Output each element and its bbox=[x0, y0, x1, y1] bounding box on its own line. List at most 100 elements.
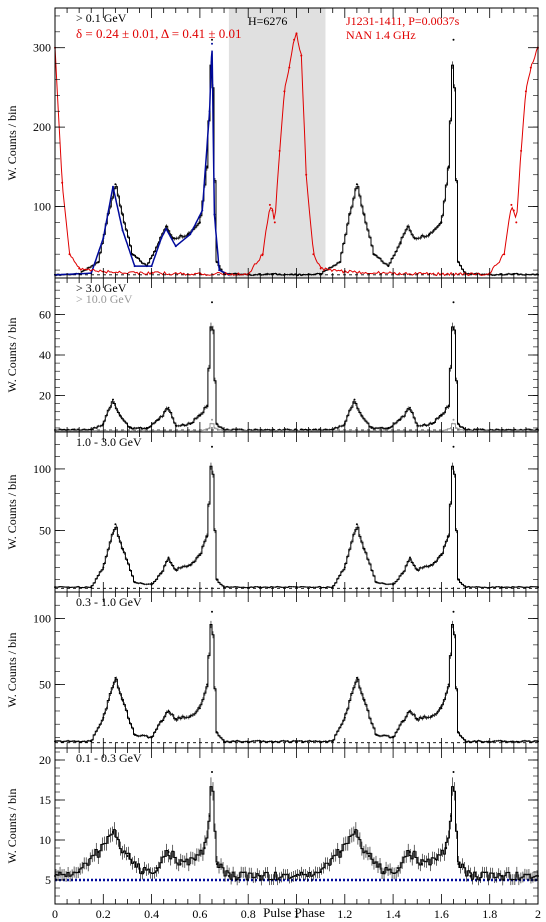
data-point-black-1.2 bbox=[349, 214, 351, 216]
data-point-blue-0.4 bbox=[151, 265, 153, 267]
data-point-black-0.6 bbox=[204, 847, 206, 849]
data-point-red-1.9 bbox=[510, 204, 512, 206]
data-point-black-1.4 bbox=[399, 419, 401, 421]
data-point-black-0.7 bbox=[216, 261, 218, 263]
data-point-black-0.4 bbox=[160, 573, 162, 575]
data-point-black-1.2 bbox=[339, 261, 341, 263]
data-point-black-1.7 bbox=[453, 611, 455, 613]
data-point-black-1.4 bbox=[387, 427, 389, 429]
data-point-black-1.3 bbox=[375, 581, 377, 583]
data-point-black-0.3 bbox=[114, 523, 116, 525]
x-tick-label: 0.6 bbox=[192, 907, 207, 921]
data-point-black-0.7 bbox=[211, 301, 213, 303]
data-point-red-0.9 bbox=[271, 210, 273, 212]
data-point-black-0.6 bbox=[206, 536, 208, 538]
data-point-black-1.9 bbox=[501, 875, 503, 877]
data-point-black-0.7 bbox=[216, 731, 218, 733]
data-point-red-0 bbox=[61, 182, 63, 184]
y-axis-label: W. Counts / bin bbox=[5, 475, 19, 550]
data-point-black-0.3 bbox=[134, 581, 136, 583]
data-point-black-1.5 bbox=[416, 425, 418, 427]
data-point-black-0.5 bbox=[175, 569, 177, 571]
data-point-black-1.4 bbox=[399, 241, 401, 243]
data-point-red-2 bbox=[525, 90, 527, 92]
x-tick-label: 1.8 bbox=[482, 907, 497, 921]
x-tick-label: 0 bbox=[52, 907, 58, 921]
data-point-black-1.2 bbox=[354, 399, 356, 401]
data-point-red-1 bbox=[296, 32, 298, 34]
data-point-black-1.6 bbox=[448, 684, 450, 686]
data-point-red-1.1 bbox=[312, 253, 314, 255]
data-point-black-1.7 bbox=[457, 731, 459, 733]
data-point-gray-1.7 bbox=[453, 419, 455, 421]
data-point-black-0.9 bbox=[259, 740, 261, 742]
data-point-black-0.6 bbox=[199, 554, 201, 556]
data-point-black-0.6 bbox=[209, 815, 211, 817]
y-tick-label: 300 bbox=[33, 41, 51, 55]
energy-label: 0.1 - 0.3 GeV bbox=[76, 751, 142, 765]
data-point-red-0.1 bbox=[69, 253, 71, 255]
energy-label: 1.0 - 3.0 GeV bbox=[76, 435, 142, 449]
energy-label: > 0.1 GeV bbox=[76, 11, 127, 25]
data-point-black-0.3 bbox=[122, 214, 124, 216]
data-point-black-0.6 bbox=[189, 564, 191, 566]
x-tick-label: 0.4 bbox=[144, 907, 159, 921]
data-point-black-1.6 bbox=[445, 847, 447, 849]
data-point-black-0.5 bbox=[175, 425, 177, 427]
energy-label: 0.3 - 1.0 GeV bbox=[76, 595, 142, 609]
data-point-blue-0.2 bbox=[112, 186, 114, 188]
data-point-red-1.9 bbox=[520, 150, 522, 152]
data-point-red-0.9 bbox=[269, 204, 271, 206]
data-point-black-1.2 bbox=[339, 851, 341, 853]
data-point-black-0.7 bbox=[216, 579, 218, 581]
data-point-black-0.6 bbox=[206, 684, 208, 686]
data-point-black-1.3 bbox=[373, 253, 375, 255]
data-point-black-0.6 bbox=[199, 707, 201, 709]
data-point-black-0.6 bbox=[206, 405, 208, 407]
data-point-black-1.6 bbox=[448, 166, 450, 168]
data-point-black-0.5 bbox=[168, 710, 170, 712]
data-point-black-1.3 bbox=[363, 548, 365, 550]
data-point-red-1 bbox=[288, 67, 290, 69]
y-tick-label: 10 bbox=[39, 833, 51, 847]
data-point-black-1 bbox=[296, 875, 298, 877]
data-point-black-0.5 bbox=[168, 407, 170, 409]
data-point-black-1.6 bbox=[440, 415, 442, 417]
data-point-black-0.2 bbox=[98, 851, 100, 853]
data-point-black-1.5 bbox=[414, 237, 416, 239]
y-tick-label: 5 bbox=[45, 873, 51, 887]
data-point-black-1.7 bbox=[457, 261, 459, 263]
data-point-red-1 bbox=[283, 90, 285, 92]
data-point-black-0.3 bbox=[114, 183, 116, 185]
data-point-red-2 bbox=[530, 67, 532, 69]
data-point-black-1.6 bbox=[431, 564, 433, 566]
radio-label: NAN 1.4 GHz bbox=[346, 28, 416, 42]
y-tick-label: 15 bbox=[39, 793, 51, 807]
data-point-black-0.2 bbox=[102, 566, 104, 568]
data-point-red-0.1 bbox=[78, 268, 80, 270]
data-point-red-0.9 bbox=[274, 221, 276, 223]
data-point-black-0.6 bbox=[194, 859, 196, 861]
x-tick-label: 1.4 bbox=[386, 907, 401, 921]
data-point-black-0.6 bbox=[199, 221, 201, 223]
panel-5: 5 10 15 20 W. Counts / bin 0.1 - 0.3 GeV 0 0.2 0… bbox=[5, 748, 541, 921]
y-tick-label: 200 bbox=[33, 120, 51, 134]
data-point-black-1.7 bbox=[453, 39, 455, 41]
y-tick-label: 100 bbox=[33, 462, 51, 476]
series-black bbox=[55, 327, 538, 431]
data-point-black-1.6 bbox=[431, 423, 433, 425]
data-point-black-1.2 bbox=[354, 831, 356, 833]
data-point-black-0.2 bbox=[98, 261, 100, 263]
data-point-blue-0.3 bbox=[122, 229, 124, 231]
data-point-black-1.3 bbox=[356, 183, 358, 185]
pulsar-label: J1231-1411, P=0.0037s bbox=[346, 14, 460, 28]
x-tick-label: 0.8 bbox=[241, 907, 256, 921]
data-point-blue-0.4 bbox=[160, 237, 162, 239]
y-tick-label: 50 bbox=[39, 523, 51, 537]
data-point-gray-0.7 bbox=[211, 419, 213, 421]
data-point-blue-0.5 bbox=[175, 245, 177, 247]
data-point-black-1.4 bbox=[402, 721, 404, 723]
data-point-gray-0.7 bbox=[213, 427, 215, 429]
data-point-black-0.3 bbox=[127, 855, 129, 857]
